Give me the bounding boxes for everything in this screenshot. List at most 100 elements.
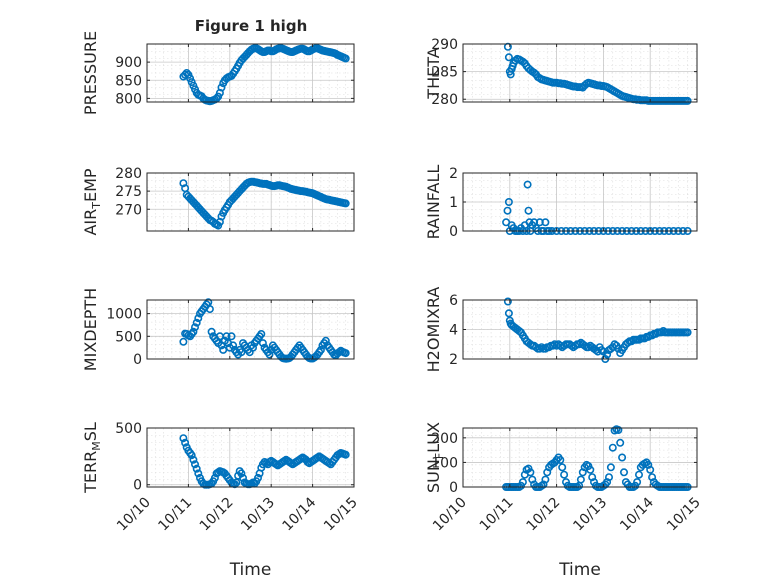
data-point [541, 218, 550, 227]
data-point [321, 336, 330, 345]
series-markers [179, 298, 350, 363]
subplot-mixdepth: 0 500 1000 MIXDEPTH [81, 288, 355, 371]
data-point [503, 206, 512, 215]
y-axis-label: MIXDEPTH [81, 288, 100, 371]
axes-frame [146, 299, 355, 360]
y-axis-label-part: RAINFALL [424, 165, 443, 240]
y-tick-label: 850 [115, 73, 142, 89]
data-point [528, 475, 537, 484]
data-point [181, 438, 190, 447]
data-point [648, 473, 657, 482]
y-tick-label: 100 [431, 455, 458, 471]
y-tick-label: 800 [115, 91, 142, 107]
data-point [179, 434, 188, 443]
y-tick-label: 280 [115, 166, 142, 182]
data-point [524, 206, 533, 215]
y-axis-label-part: T [90, 202, 103, 210]
data-point [341, 450, 350, 459]
series-markers [179, 434, 350, 489]
y-axis-label: SUNFLUX [424, 422, 446, 493]
data-point [341, 54, 350, 63]
data-point [556, 455, 565, 464]
y-axis-label: TERRMSL [81, 422, 103, 494]
data-point [186, 74, 195, 83]
data-point [614, 425, 623, 434]
data-point [503, 297, 512, 306]
y-tick-label: 0 [449, 224, 458, 240]
data-point [504, 198, 513, 207]
data-point [603, 350, 612, 359]
y-axis-label: PRESSURE [81, 31, 100, 115]
y-tick-label: 0 [449, 480, 458, 496]
x-axis-label: Time [558, 560, 601, 580]
data-point [619, 468, 628, 477]
data-point [606, 463, 615, 472]
y-tick-label: 2 [449, 166, 458, 182]
data-point [616, 438, 625, 447]
data-point [237, 469, 246, 478]
y-tick-label: 500 [115, 421, 142, 437]
data-point [194, 469, 203, 478]
data-point [604, 473, 613, 482]
series-markers [503, 297, 692, 363]
data-point [541, 475, 550, 484]
data-point [316, 345, 325, 354]
y-tick-label: 900 [115, 55, 142, 71]
y-tick-label: 1000 [106, 307, 142, 323]
y-tick-label: 290 [431, 37, 458, 53]
y-tick-label: 0 [133, 352, 142, 368]
data-point [187, 451, 196, 460]
data-point [683, 96, 692, 105]
data-point [191, 323, 200, 332]
axes-frame [462, 427, 698, 488]
data-point [210, 473, 219, 482]
y-axis-label-part: F [433, 453, 446, 459]
data-point [586, 465, 595, 474]
data-point [194, 314, 203, 323]
y-axis-label-part: M [90, 441, 103, 451]
y-axis-label-part: SUN [424, 459, 443, 493]
data-point [646, 465, 655, 474]
data-point [341, 349, 350, 358]
series-markers [179, 177, 350, 230]
y-tick-label: 2 [449, 352, 458, 368]
data-point [558, 463, 567, 472]
data-point [683, 328, 692, 337]
data-point [608, 443, 617, 452]
data-point [205, 305, 214, 314]
subplot-h2omixra: 2 4 6 H2OMIXRA [424, 287, 698, 373]
subplot-rainfall: 0 1 2 RAINFALL [424, 165, 698, 240]
data-point [227, 332, 236, 341]
y-axis-label-part: SL [81, 422, 100, 441]
axes-frame [146, 43, 355, 103]
y-tick-label: 200 [431, 431, 458, 447]
axes-frame [146, 172, 355, 232]
y-tick-label: 0 [133, 478, 142, 494]
subplot-pressure: 800 850 900 PRESSURE [81, 31, 355, 115]
subplot-air-temp: 270 275 280 AIRTEMP [81, 166, 355, 236]
data-point [504, 53, 513, 62]
data-point [511, 56, 520, 65]
data-point [526, 468, 535, 477]
data-point [588, 473, 597, 482]
y-axis-label: H2OMIXRA [424, 287, 443, 373]
data-point [560, 470, 569, 479]
data-point [237, 348, 246, 357]
data-point [504, 309, 513, 318]
series-markers [179, 44, 350, 106]
y-axis-label-part: MIXDEPTH [81, 288, 100, 371]
data-point [254, 473, 263, 482]
data-point [633, 478, 642, 487]
y-tick-label: 280 [431, 92, 458, 108]
axes-frame [462, 43, 698, 103]
data-point [179, 337, 188, 346]
data-point [523, 180, 532, 189]
y-axis-label-part: TERR [81, 451, 100, 494]
data-point [192, 464, 201, 473]
data-point [229, 341, 238, 350]
data-point [618, 453, 627, 462]
y-tick-label: 275 [115, 184, 142, 200]
